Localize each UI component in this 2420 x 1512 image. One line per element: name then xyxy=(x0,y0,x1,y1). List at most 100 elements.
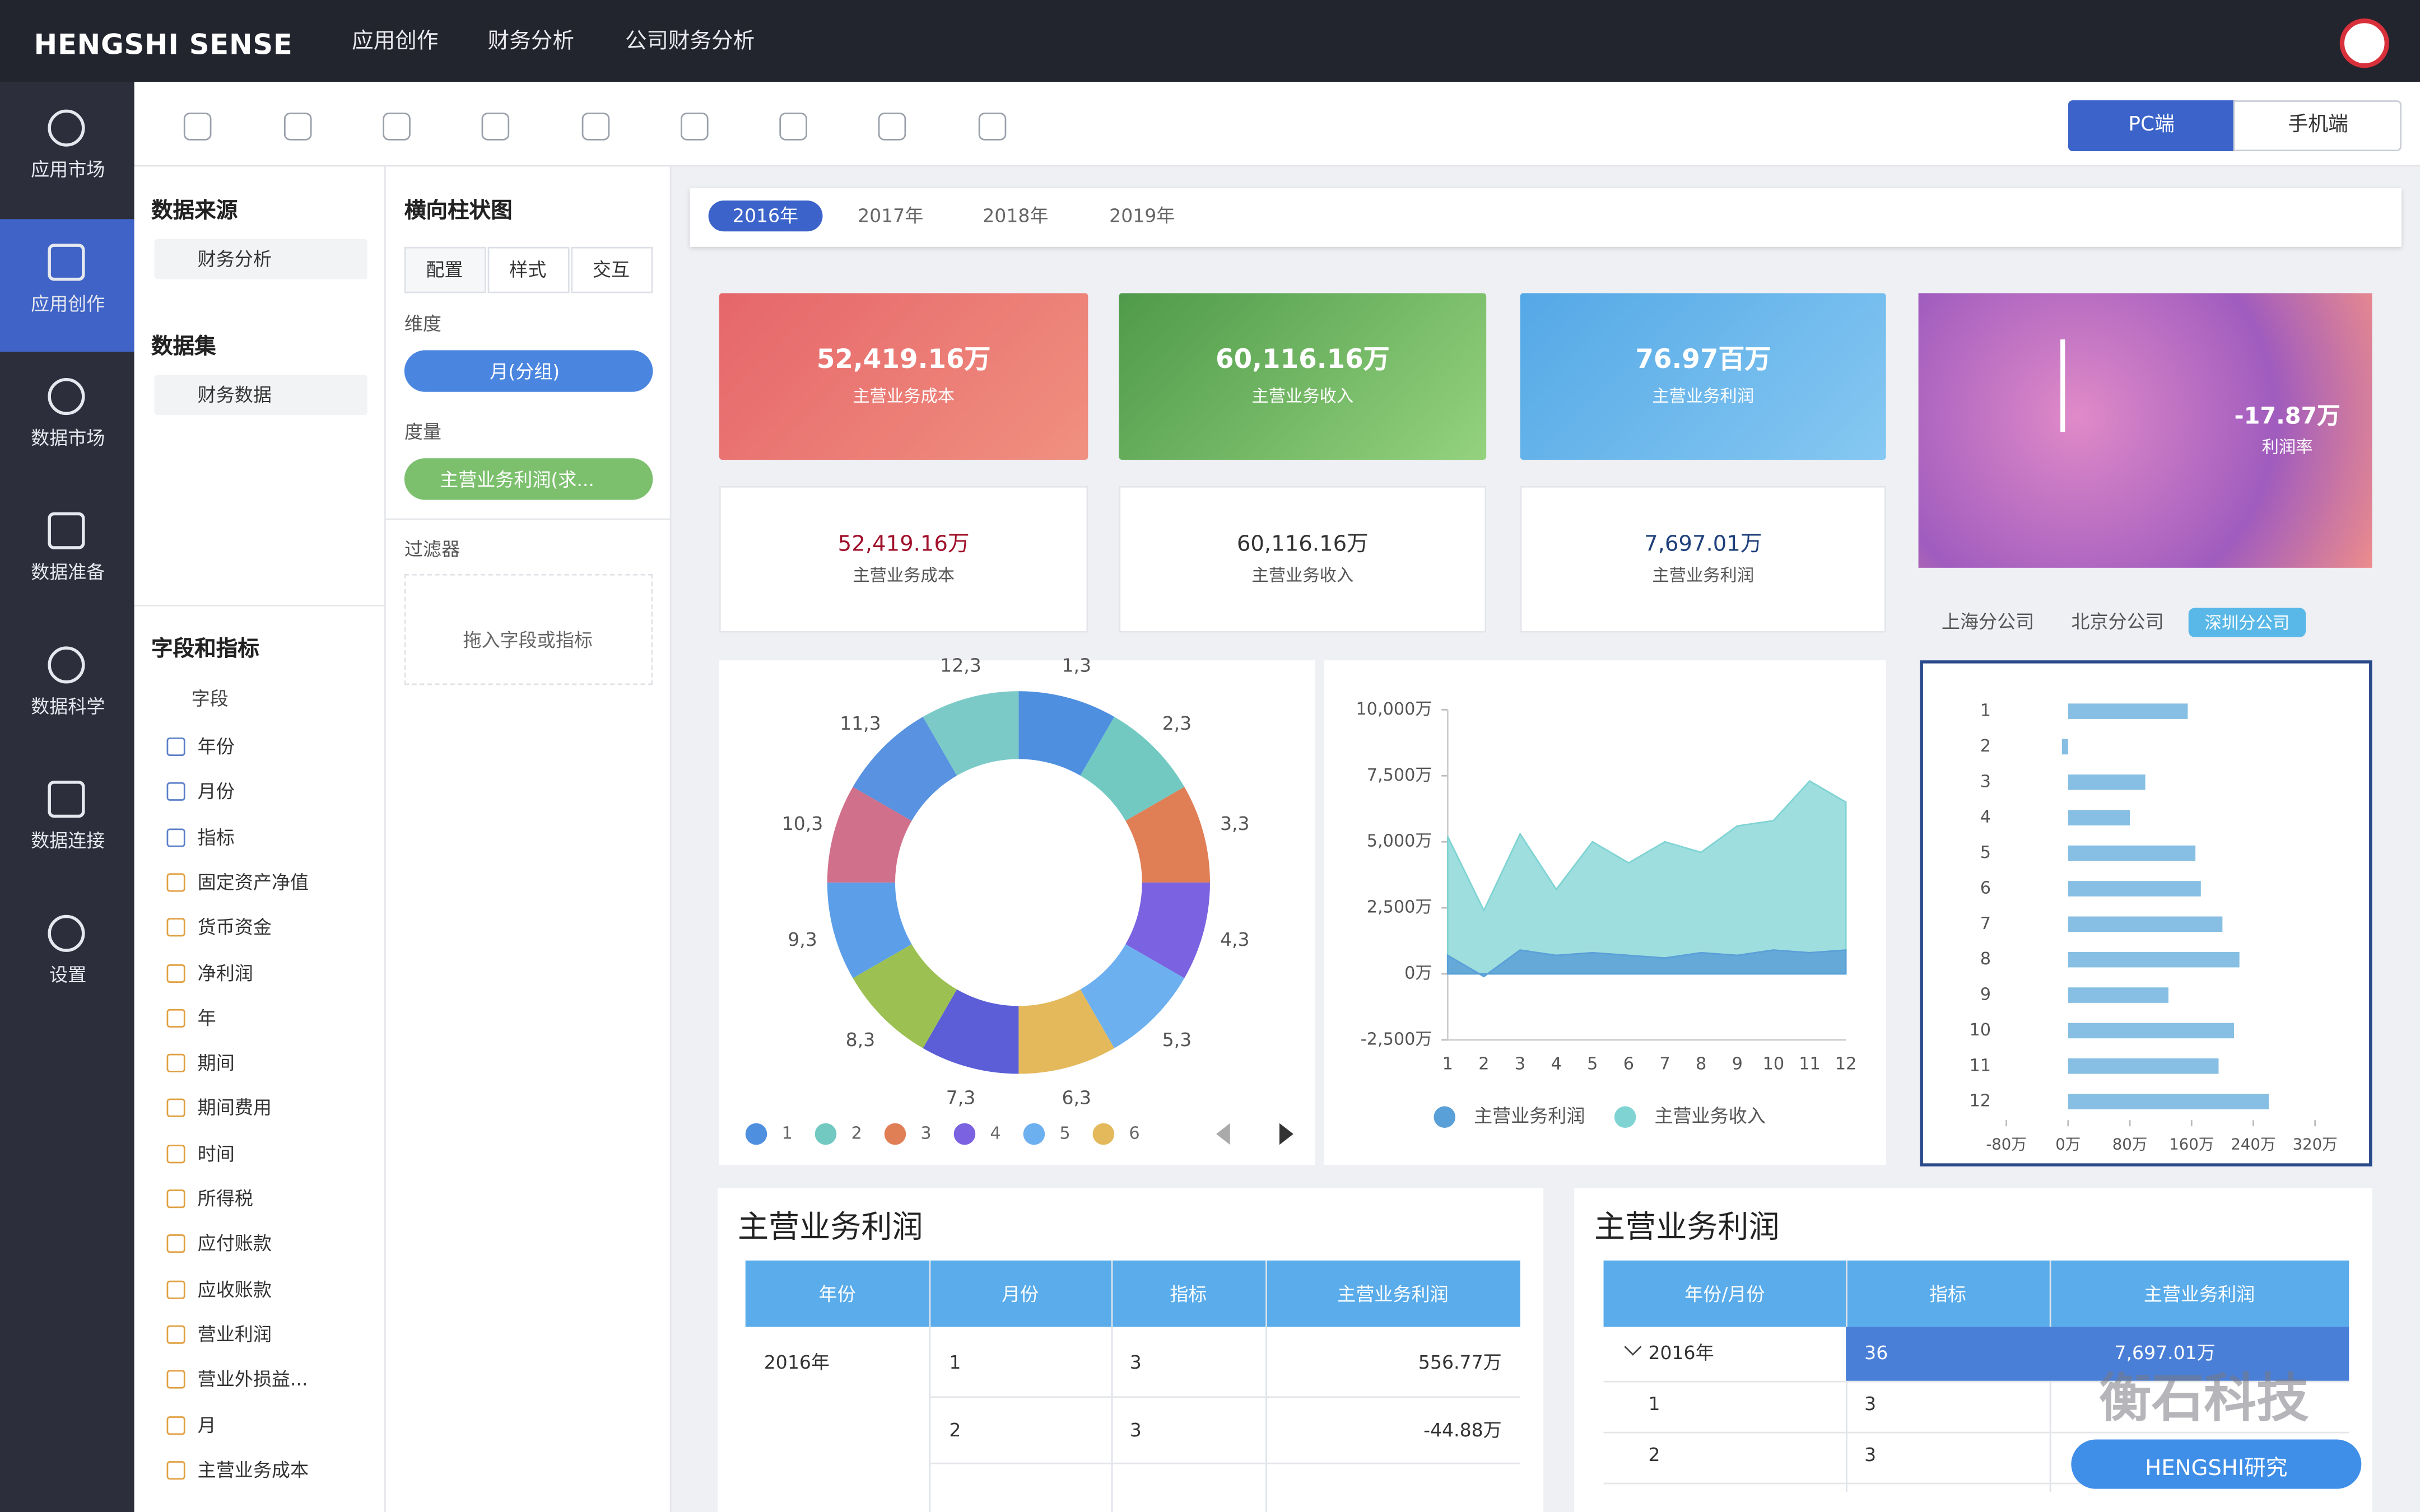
toolbar-icon[interactable] xyxy=(383,113,411,141)
field-name[interactable]: 营业利润 xyxy=(197,1323,272,1346)
field-name[interactable]: 货币资金 xyxy=(197,917,272,939)
nav-label[interactable]: 数据准备 xyxy=(31,561,105,584)
year-tab[interactable]: 2018年 xyxy=(983,205,1049,227)
donut-slice xyxy=(1125,787,1210,883)
field-icon xyxy=(166,1415,185,1434)
y-tick-label: 6 xyxy=(1980,878,1991,898)
field-name[interactable]: 所得税 xyxy=(197,1188,253,1210)
view-mode-mobile[interactable] xyxy=(2233,100,2402,151)
nav-icon[interactable] xyxy=(48,914,85,952)
toolbar-icon[interactable] xyxy=(779,113,807,141)
nav-label[interactable]: 数据连接 xyxy=(31,830,105,852)
source-item[interactable] xyxy=(154,239,367,279)
x-tick-label: -80万 xyxy=(1986,1135,2027,1153)
config-tab-label: 交互 xyxy=(592,259,630,281)
bar xyxy=(2068,774,2146,790)
toolbar-icon[interactable] xyxy=(283,113,312,141)
kpi-label: 主营业务成本 xyxy=(853,386,955,407)
breadcrumb-item[interactable]: 公司财务分析 xyxy=(625,29,755,54)
field-icon xyxy=(166,1325,185,1344)
legend-next[interactable] xyxy=(1279,1123,1293,1145)
kpi-label: 主营业务成本 xyxy=(853,565,955,586)
nav-label[interactable]: 数据市场 xyxy=(31,427,105,449)
config-tab[interactable] xyxy=(404,246,486,293)
year-tab-active[interactable] xyxy=(708,200,823,232)
field-name[interactable]: 主营业务成本 xyxy=(197,1459,309,1481)
field-name[interactable]: 年 xyxy=(197,1007,216,1029)
breadcrumb-item[interactable]: 应用创作 xyxy=(352,29,439,54)
nav-icon[interactable] xyxy=(48,109,85,147)
nav-label[interactable]: 应用创作 xyxy=(31,293,105,315)
table-cell: 3 xyxy=(1129,1419,1142,1441)
kpi-card-light xyxy=(719,486,1088,633)
help-button-label[interactable]: HENGSHI研究 xyxy=(2145,1456,2288,1481)
field-name[interactable]: 固定资产净值 xyxy=(197,871,309,893)
field-name[interactable]: 年份 xyxy=(197,736,235,758)
field-icon xyxy=(166,1234,185,1253)
legend-swatch xyxy=(953,1123,976,1145)
field-name[interactable]: 月份 xyxy=(197,781,235,803)
toolbar-icon[interactable] xyxy=(581,113,610,141)
toolbar-icon[interactable] xyxy=(878,113,906,141)
nav-label[interactable]: 应用市场 xyxy=(31,158,105,181)
company-active[interactable] xyxy=(2188,608,2306,637)
donut-slice xyxy=(923,691,1019,776)
toolbar-icon[interactable] xyxy=(978,113,1007,141)
help-button[interactable] xyxy=(2071,1439,2362,1489)
company-option[interactable]: 北京分公司 xyxy=(2071,611,2164,633)
watermark: 衡石科技 xyxy=(2098,1368,2309,1430)
y-tick-label: 3 xyxy=(1980,772,1991,791)
nav-icon[interactable] xyxy=(48,377,85,416)
table-cell: 2 xyxy=(1648,1444,1660,1466)
nav-label[interactable]: 数据科学 xyxy=(31,696,105,718)
nav-icon[interactable] xyxy=(48,512,85,549)
year-bar xyxy=(690,188,2402,247)
toolbar-icon[interactable] xyxy=(481,113,510,141)
config-tab[interactable] xyxy=(487,246,570,293)
field-name[interactable]: 营业外损益... xyxy=(197,1369,308,1390)
field-name[interactable]: 期间 xyxy=(197,1052,235,1074)
field-icon xyxy=(166,1189,185,1208)
nav-icon[interactable] xyxy=(48,646,85,684)
dataset-item[interactable] xyxy=(154,375,367,416)
y-tick-label: 9 xyxy=(1980,985,1991,1005)
kpi-label: 主营业务收入 xyxy=(1251,565,1354,586)
legend-prev[interactable] xyxy=(1216,1123,1230,1145)
view-mode-pc[interactable] xyxy=(2068,100,2235,151)
field-name[interactable]: 时间 xyxy=(197,1142,235,1165)
kpi-label: 主营业务利润 xyxy=(1652,386,1755,407)
nav-icon[interactable] xyxy=(48,781,85,818)
view-mode-label[interactable]: 手机端 xyxy=(2288,113,2348,137)
field-name[interactable]: 应付账款 xyxy=(197,1233,272,1255)
dimension-pill[interactable] xyxy=(404,350,653,392)
x-tick-label: 5 xyxy=(1587,1054,1598,1074)
nav-icon[interactable] xyxy=(48,244,85,281)
legend-swatch xyxy=(745,1123,767,1145)
year-tab[interactable]: 2016年 xyxy=(732,205,799,227)
company-option[interactable]: 上海分公司 xyxy=(1941,611,2035,633)
field-name[interactable]: 期间费用 xyxy=(197,1097,272,1119)
view-mode-label[interactable]: PC端 xyxy=(2128,113,2175,137)
company-active-label[interactable]: 深圳分公司 xyxy=(2204,613,2290,633)
table-cell: 1 xyxy=(1648,1393,1660,1415)
config-tab[interactable] xyxy=(571,246,653,293)
toolbar-icon[interactable] xyxy=(183,113,212,141)
bar xyxy=(2068,1094,2269,1109)
year-tab[interactable]: 2017年 xyxy=(858,205,924,227)
field-name[interactable]: 应收账款 xyxy=(197,1278,272,1300)
field-name[interactable]: 指标 xyxy=(197,826,235,848)
year-tab[interactable]: 2019年 xyxy=(1109,205,1175,227)
field-icon xyxy=(166,918,185,937)
y-tick-label: 8 xyxy=(1980,949,1991,969)
toolbar-icon[interactable] xyxy=(680,113,709,141)
field-name[interactable]: 月 xyxy=(197,1414,216,1436)
kpi-card xyxy=(1520,293,1886,460)
nav-label[interactable]: 设置 xyxy=(49,964,87,986)
breadcrumb-item[interactable]: 财务分析 xyxy=(487,29,574,54)
field-name[interactable]: 净利润 xyxy=(197,962,253,984)
kpi-value: 60,116.16万 xyxy=(1236,532,1369,557)
area xyxy=(1446,780,1847,975)
legend-label: 3 xyxy=(920,1123,931,1143)
kpi-value: 7,697.01万 xyxy=(1644,532,1762,557)
measure-pill[interactable] xyxy=(404,458,653,500)
